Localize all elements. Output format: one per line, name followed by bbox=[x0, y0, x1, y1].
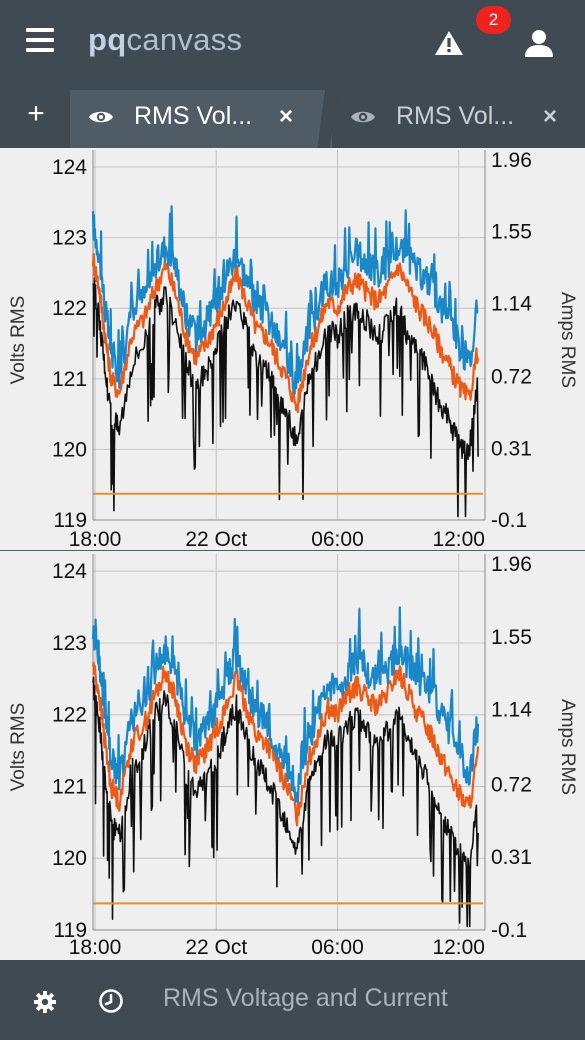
y2-tick-label: 0.72 bbox=[491, 366, 532, 389]
y2-tick-label: -0.1 bbox=[491, 919, 527, 942]
y2-axis-title: Amps RMS bbox=[557, 292, 578, 388]
series-line-blue bbox=[91, 606, 480, 804]
y-tick-label: 120 bbox=[52, 438, 87, 461]
footer-title: RMS Voltage and Current bbox=[163, 984, 448, 1012]
series-line-orange bbox=[91, 252, 480, 414]
tab-label: RMS Vol... bbox=[134, 102, 253, 130]
tab-rms-voltage-2[interactable]: RMS Vol... × bbox=[330, 90, 585, 148]
series-line-black bbox=[92, 276, 479, 518]
y-tick-label: 122 bbox=[52, 704, 87, 727]
chart-top[interactable]: 119 120 121 122 123 124 -0.1 0.31 0.72 1.14 1.55 1.… bbox=[0, 148, 585, 553]
y-tick-label: 122 bbox=[52, 297, 87, 320]
y2-tick-label: 1.96 bbox=[491, 553, 532, 576]
x-tick-label: 12:00 bbox=[432, 528, 485, 550]
tab-bar: + RMS Vol... × RMS Vol... × bbox=[0, 82, 585, 148]
tab-label: RMS Vol... bbox=[396, 102, 515, 130]
tab-rms-voltage-1[interactable]: RMS Vol... × bbox=[70, 90, 325, 148]
y2-tick-label: 1.14 bbox=[491, 292, 532, 315]
y2-tick-label: 0.31 bbox=[491, 437, 532, 460]
clock-icon[interactable] bbox=[98, 988, 124, 1014]
y2-tick-label: 0.72 bbox=[491, 773, 532, 796]
x-tick-label: 12:00 bbox=[432, 936, 485, 959]
chart-bottom[interactable]: 119 120 121 122 123 124 -0.1 0.31 0.72 1.14 1.55 1.… bbox=[0, 552, 585, 959]
chart-svg: 119 120 121 122 123 124 -0.1 0.31 0.72 1.14 1.55 1.… bbox=[8, 553, 578, 959]
y-tick-label: 119 bbox=[54, 509, 87, 532]
gear-icon[interactable] bbox=[33, 990, 57, 1014]
y2-tick-label: 1.55 bbox=[491, 221, 532, 244]
series-line-orange bbox=[91, 661, 480, 827]
y2-tick-label: 0.31 bbox=[491, 846, 532, 869]
x-tick-label: 18:00 bbox=[69, 936, 122, 959]
y-tick-label: 124 bbox=[52, 560, 87, 583]
x-tick-label: 06:00 bbox=[311, 936, 364, 959]
bottom-bar bbox=[0, 960, 585, 1040]
y2-tick-label: 1.96 bbox=[491, 149, 532, 172]
plot-area bbox=[93, 554, 485, 930]
x-tick-label: 18:00 bbox=[69, 528, 122, 550]
y-tick-label: 121 bbox=[52, 775, 87, 798]
brand-bold: pq bbox=[88, 22, 127, 57]
series-line-blue bbox=[91, 205, 479, 395]
y-tick-label: 120 bbox=[52, 847, 87, 870]
y2-tick-label: 1.14 bbox=[491, 699, 532, 722]
series-line-black bbox=[92, 676, 479, 928]
x-tick-label: 06:00 bbox=[311, 528, 364, 550]
close-icon[interactable]: × bbox=[278, 103, 293, 130]
chart-divider bbox=[0, 550, 585, 551]
add-tab-button[interactable]: + bbox=[27, 97, 45, 130]
alert-count-badge[interactable]: 2 bbox=[476, 6, 511, 34]
y-axis-title: Volts RMS bbox=[8, 296, 29, 385]
y-tick-label: 121 bbox=[52, 368, 87, 391]
warning-triangle-icon[interactable] bbox=[434, 30, 464, 56]
chart-svg: 119 120 121 122 123 124 -0.1 0.31 0.72 1.14 1.55 1.… bbox=[8, 149, 578, 550]
close-icon[interactable]: × bbox=[542, 103, 557, 130]
eye-icon[interactable] bbox=[350, 108, 376, 126]
y-tick-label: 123 bbox=[52, 227, 87, 250]
hamburger-menu-icon[interactable] bbox=[26, 28, 54, 52]
y-tick-label: 119 bbox=[54, 919, 87, 942]
y2-axis-title: Amps RMS bbox=[557, 699, 578, 795]
eye-icon[interactable] bbox=[88, 108, 114, 126]
x-tick-label: 22 Oct bbox=[185, 936, 247, 959]
x-tick-label: 22 Oct bbox=[185, 528, 247, 550]
y-tick-label: 124 bbox=[52, 156, 87, 179]
app-logo: pqcanvass bbox=[88, 22, 242, 58]
y2-tick-label: -0.1 bbox=[491, 509, 527, 532]
top-app-bar: pqcanvass 2 bbox=[0, 0, 585, 82]
user-icon[interactable] bbox=[524, 28, 554, 58]
plot-area bbox=[93, 150, 485, 520]
y2-tick-label: 1.55 bbox=[491, 626, 532, 649]
y-tick-label: 123 bbox=[52, 632, 87, 655]
brand-rest: canvass bbox=[126, 22, 243, 57]
y-axis-title: Volts RMS bbox=[8, 703, 29, 792]
